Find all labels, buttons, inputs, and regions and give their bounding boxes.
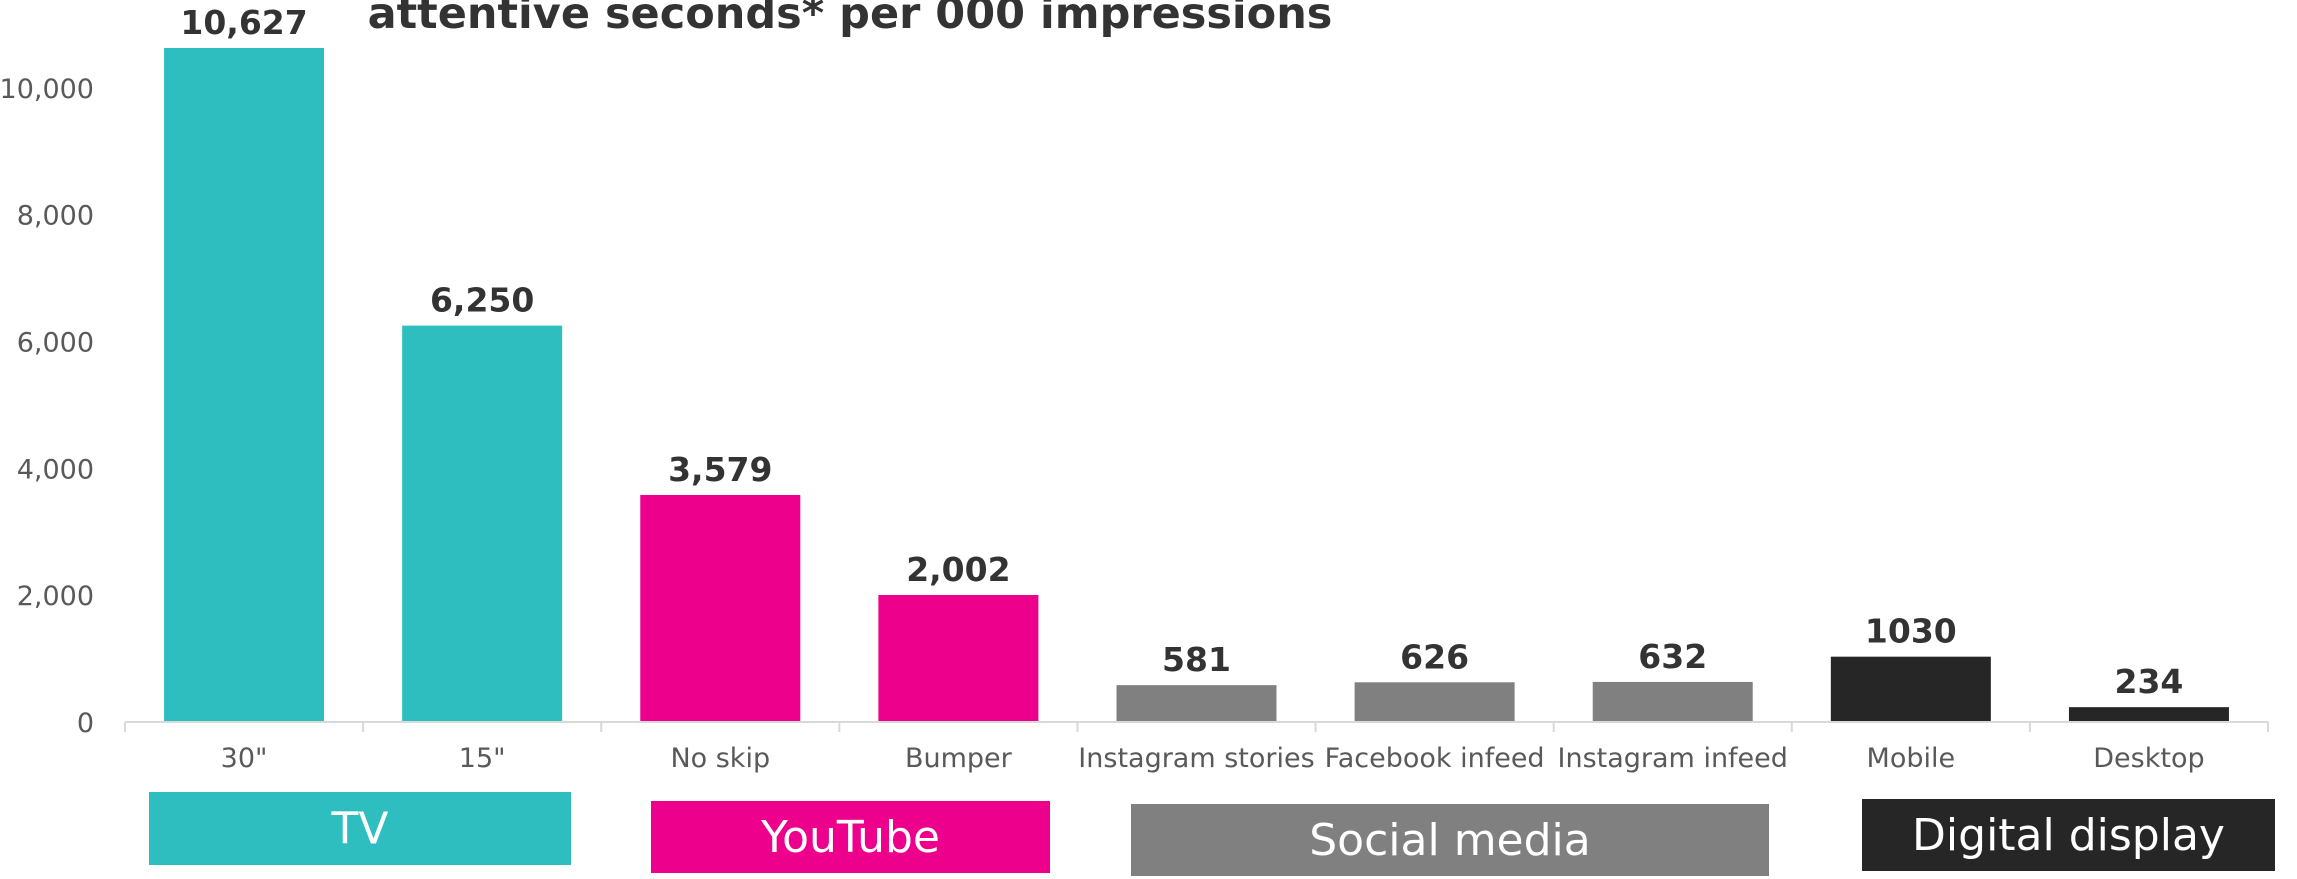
x-tick-label: Bumper (905, 743, 1013, 774)
bar (402, 325, 563, 722)
group-label-box (1131, 804, 1769, 876)
data-labels: 10,627 6,250 3,579 2,002 581 626 632 1030 234 (180, 3, 2183, 701)
data-label: 626 (1400, 637, 1469, 676)
x-tick-label: 15" (459, 743, 506, 774)
x-tick-label: Mobile (1867, 743, 1956, 774)
y-tick-label: 4,000 (17, 454, 94, 485)
y-tick-label: 0 (77, 708, 94, 739)
group-label-box (1862, 799, 2275, 871)
chart-title: attentive seconds* per 000 impressions (368, 0, 1333, 39)
data-label: 632 (1638, 637, 1707, 676)
x-tick-label: Instagram stories (1078, 743, 1314, 774)
group-label-box (651, 801, 1050, 873)
x-tick-label: Desktop (2093, 743, 2204, 774)
data-label: 581 (1162, 640, 1231, 679)
data-label: 234 (2114, 662, 2183, 701)
group-label-box (149, 792, 571, 865)
y-tick-label: 6,000 (17, 327, 94, 358)
y-tick-label: 2,000 (17, 581, 94, 612)
bar (1116, 685, 1277, 722)
bar (164, 48, 325, 722)
group-label: Social media (1309, 815, 1591, 866)
x-tick-label: 30" (221, 743, 268, 774)
bar (1354, 682, 1515, 722)
y-tick-label: 8,000 (17, 201, 94, 232)
bar (640, 495, 801, 722)
y-axis: 0 2,000 4,000 6,000 8,000 10,000 (0, 74, 94, 739)
x-tick-label: Facebook infeed (1325, 743, 1545, 774)
bar (2068, 707, 2229, 722)
bars (164, 48, 2229, 722)
group-labels: TV YouTube Social media Digital display (149, 792, 2275, 876)
bar (1592, 681, 1753, 722)
group-label: TV (331, 804, 389, 855)
data-label: 3,579 (668, 450, 772, 489)
x-axis: 30" 15" No skip Bumper Instagram stories Face… (124, 721, 2269, 774)
data-label: 1030 (1865, 612, 1957, 651)
bar (1830, 656, 1991, 722)
bar (878, 595, 1039, 722)
group-label: Digital display (1912, 810, 2225, 861)
data-label: 10,627 (180, 3, 307, 42)
group-label: YouTube (760, 812, 940, 863)
x-tick-label: Instagram infeed (1558, 743, 1788, 774)
data-label: 6,250 (430, 281, 534, 320)
y-tick-label: 10,000 (0, 74, 94, 105)
data-label: 2,002 (906, 550, 1010, 589)
x-tick-label: No skip (670, 743, 770, 774)
